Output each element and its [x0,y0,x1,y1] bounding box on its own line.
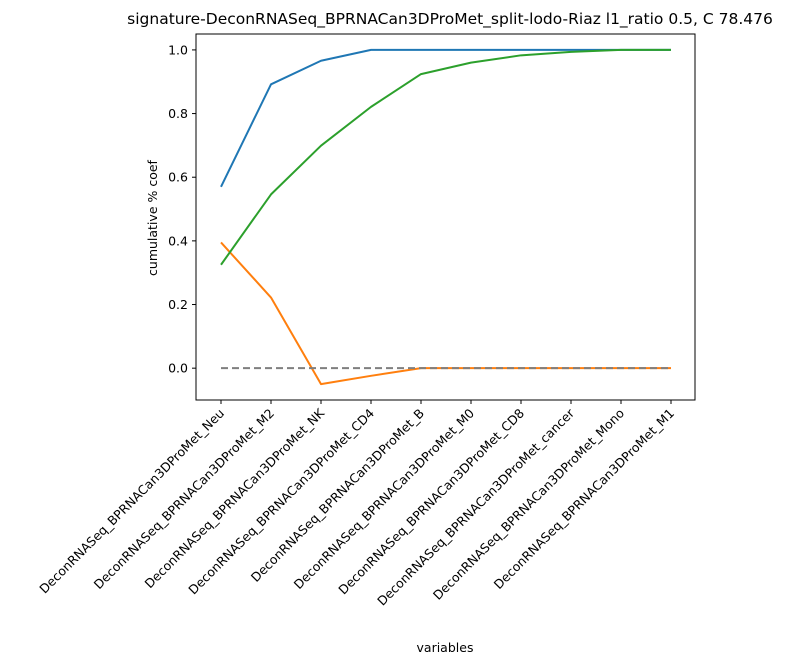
y-tick-label-0: 0.0 [168,361,188,376]
series-line-1 [220,241,671,386]
x-tick-label-1: DeconRNASeq_BPRNACan3DProMet_M2 [91,406,277,592]
y-tick-label-2: 0.4 [168,233,188,248]
x-tick-label-4: DeconRNASeq_BPRNACan3DProMet_B [248,406,427,585]
chart-title: signature-DeconRNASeq_BPRNACan3DProMet_s… [127,10,773,29]
y-tick-label-4: 0.8 [168,106,188,121]
y-tick-label-1: 0.2 [168,297,188,312]
x-tick-label-5: DeconRNASeq_BPRNACan3DProMet_M0 [291,405,478,592]
y-axis-label: cumulative % coef [145,159,160,276]
y-tick-label-5: 1.0 [168,42,188,57]
x-tick-label-9: DeconRNASeq_BPRNACan3DProMet_M1 [491,406,677,592]
x-tick-label-8: DeconRNASeq_BPRNACan3DProMet_Mono [430,406,627,603]
plot-frame [195,33,696,401]
plot-area: 0.0 0.2 0.4 0.6 0.8 1.0 DeconRNASeq_BPRNACan3D… [36,33,696,609]
x-tick-label-2: DeconRNASeq_BPRNACan3DProMet_NK [141,405,327,591]
y-tick-label-3: 0.6 [168,170,188,185]
x-tick-label-6: DeconRNASeq_BPRNACan3DProMet_CD8 [335,405,527,597]
series-line-2 [220,48,671,266]
series-line-0 [220,48,671,188]
x-tick-label-0: DeconRNASeq_BPRNACan3DProMet_Neu [36,406,227,597]
x-axis-label: variables [417,640,474,655]
x-tick-label-3: DeconRNASeq_BPRNACan3DProMet_CD4 [185,405,377,597]
